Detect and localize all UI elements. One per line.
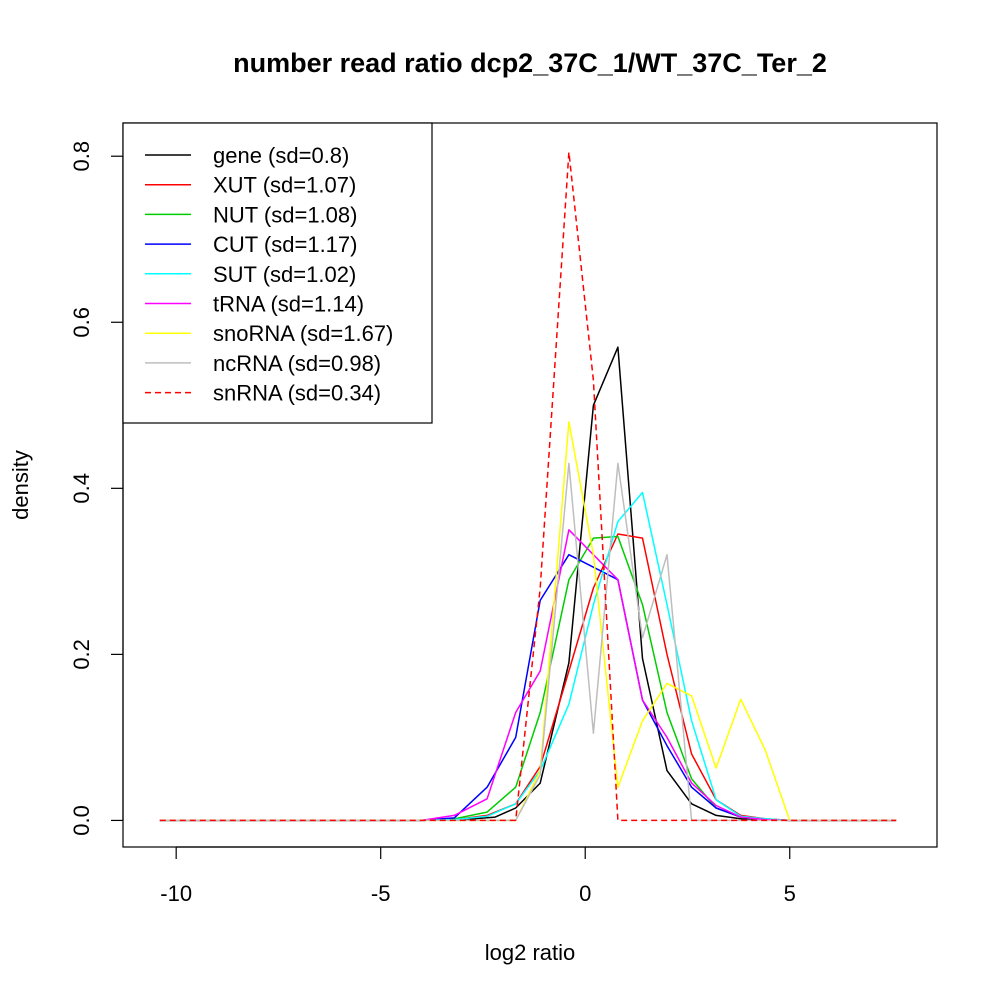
data-lines [159, 151, 897, 822]
series-line-gene [159, 346, 897, 822]
series-line-sut [159, 491, 897, 822]
legend-label-ncrna: ncRNA (sd=0.98) [213, 351, 381, 376]
chart-title: number read ratio dcp2_37C_1/WT_37C_Ter_… [233, 48, 827, 78]
legend-label-snrna: snRNA (sd=0.34) [213, 381, 381, 406]
y-tick-label: 0.2 [69, 639, 94, 670]
legend-label-snorna: snoRNA (sd=1.67) [213, 321, 393, 346]
series-line-xut [159, 533, 897, 822]
legend-box [122, 122, 433, 424]
y-tick-label: 0.8 [69, 141, 94, 172]
x-tick-label: -10 [160, 881, 192, 906]
series-line-snorna [159, 421, 897, 822]
x-tick-label: -5 [371, 881, 391, 906]
series-line-snrna [159, 151, 897, 822]
series-line-trna [159, 529, 897, 822]
x-tick-label: 5 [784, 881, 796, 906]
x-axis-label: log2 ratio [485, 940, 576, 965]
y-tick-label: 0.6 [69, 307, 94, 338]
y-tick-label: 0.0 [69, 805, 94, 836]
x-tick-label: 0 [579, 881, 591, 906]
legend-label-nut: NUT (sd=1.08) [213, 202, 357, 227]
legend-label-gene: gene (sd=0.8) [213, 143, 349, 168]
y-tick-label: 0.4 [69, 473, 94, 504]
legend: gene (sd=0.8) XUT (sd=1.07) NUT (sd=1.08) C… [122, 122, 433, 424]
legend-label-cut: CUT (sd=1.17) [213, 232, 357, 257]
series-line-nut [159, 535, 897, 822]
series-line-cut [159, 553, 897, 822]
legend-label-trna: tRNA (sd=1.14) [213, 292, 364, 317]
y-axis: 0.0 0.2 0.4 0.6 0.8 [69, 141, 124, 836]
x-axis: -10 -5 0 5 [160, 846, 796, 906]
legend-label-sut: SUT (sd=1.02) [213, 262, 356, 287]
legend-items: gene (sd=0.8) XUT (sd=1.07) NUT (sd=1.08) C… [145, 143, 393, 406]
y-axis-label: density [8, 450, 33, 520]
series-line-ncrna [159, 462, 897, 822]
legend-label-xut: XUT (sd=1.07) [213, 173, 356, 198]
